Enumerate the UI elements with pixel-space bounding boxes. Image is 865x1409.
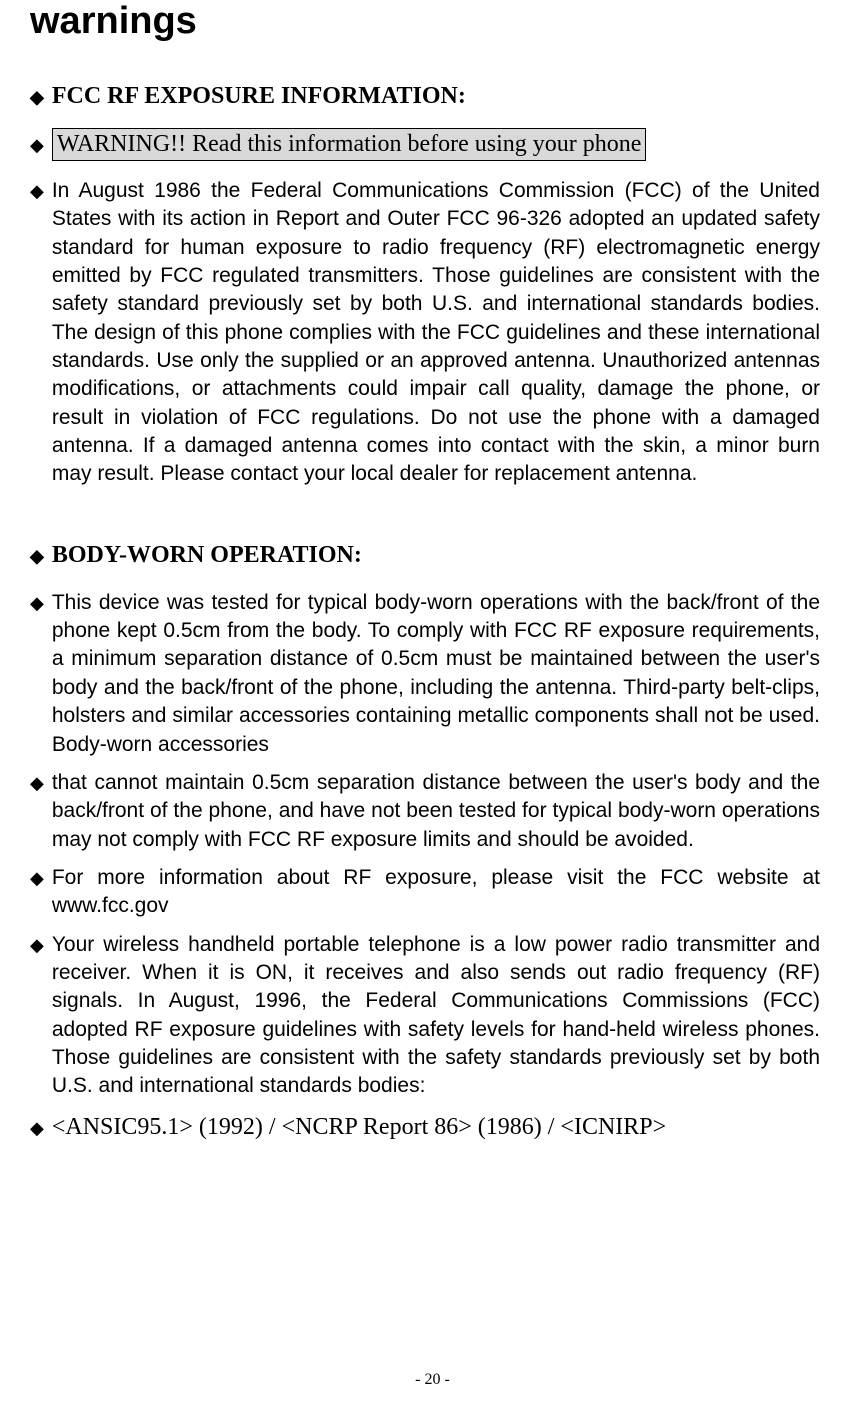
body-paragraph: ◆ This device was tested for typical bod… [30, 587, 820, 759]
section-heading-text: FCC RF EXPOSURE INFORMATION: [52, 83, 466, 110]
diamond-icon: ◆ [30, 866, 44, 890]
diamond-icon: ◆ [30, 546, 44, 567]
page-number: - 20 - [0, 1371, 865, 1389]
diamond-icon: ◆ [30, 771, 44, 795]
body-paragraph: ◆ For more information about RF exposure… [30, 862, 820, 921]
warning-heading: ◆ WARNING!! Read this information before… [30, 128, 820, 161]
body-paragraph: ◆ that cannot maintain 0.5cm separation … [30, 767, 820, 854]
footer-text-content: <ANSIC95.1> (1992) / <NCRP Report 86> (1… [52, 1111, 820, 1145]
footer-standards: ◆ <ANSIC95.1> (1992) / <NCRP Report 86> … [30, 1111, 820, 1145]
section-heading-fcc: ◆ FCC RF EXPOSURE INFORMATION: [30, 83, 820, 110]
body-paragraph: ◆ In August 1986 the Federal Communicati… [30, 175, 820, 489]
warning-text: WARNING!! Read this information before u… [52, 128, 647, 161]
paragraph-text: that cannot maintain 0.5cm separation di… [52, 769, 820, 854]
paragraph-text: In August 1986 the Federal Communication… [52, 177, 820, 489]
page-title: warnings [30, 0, 820, 43]
section-heading-text: BODY-WORN OPERATION: [52, 542, 362, 569]
diamond-icon: ◆ [30, 1116, 44, 1141]
diamond-icon: ◆ [30, 135, 44, 156]
diamond-icon: ◆ [30, 933, 44, 957]
paragraph-text: This device was tested for typical body-… [52, 589, 820, 759]
section-heading-body-worn: ◆ BODY-WORN OPERATION: [30, 542, 820, 569]
diamond-icon: ◆ [30, 87, 44, 108]
body-paragraph: ◆ Your wireless handheld portable teleph… [30, 929, 820, 1101]
diamond-icon: ◆ [30, 179, 44, 203]
diamond-icon: ◆ [30, 591, 44, 615]
paragraph-text: For more information about RF exposure, … [52, 864, 820, 921]
paragraph-text: Your wireless handheld portable telephon… [52, 931, 820, 1101]
